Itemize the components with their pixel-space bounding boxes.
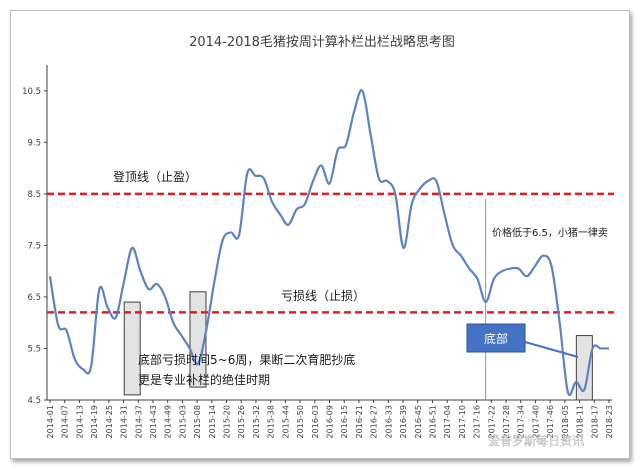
x-tick-label: 2016-27	[370, 405, 379, 438]
x-tick-label: 2017-34	[517, 405, 526, 438]
x-tick-label: 2016-45	[414, 405, 423, 438]
price-note: 价格低于6.5，小猪一律卖	[492, 226, 608, 239]
series-line	[48, 89, 609, 396]
reference-lines	[47, 192, 614, 314]
reference-label-top: 登顶线（止盈）	[113, 169, 197, 184]
y-tick-label: 9.5	[27, 138, 41, 148]
x-tick-label: 2014-43	[149, 405, 158, 438]
x-tick-label: 2014-31	[120, 405, 129, 438]
y-tick-label: 10.5	[22, 87, 41, 97]
x-tick-label: 2016-33	[384, 405, 393, 438]
bottom-badge-label: 底部	[484, 331, 508, 346]
chart-title: 2014-2018毛猪按周计算补栏出栏战略思考图	[189, 34, 455, 50]
x-tick-label: 2015-32	[252, 405, 261, 438]
y-tick-label: 6.5	[27, 293, 41, 303]
chart-frame	[10, 10, 630, 459]
x-tick-label: 2014-01	[46, 405, 55, 438]
x-tick-label: 2015-44	[281, 405, 290, 438]
watermark-logo-icon	[468, 432, 484, 448]
x-axis-ticks: 2014-01 2014-07 2014-13 2014-19 2014-25 2014-…	[46, 400, 614, 438]
highlight-boxes	[123, 291, 593, 401]
x-tick-label: 2015-26	[237, 405, 246, 438]
x-tick-label: 2014-49	[164, 405, 173, 438]
x-tick-label: 2018-05	[561, 405, 570, 438]
x-tick-label: 2015-50	[296, 405, 305, 438]
highlight-box	[123, 301, 141, 396]
x-tick-label: 2017-22	[487, 405, 496, 438]
x-tick-label: 2014-13	[75, 405, 84, 438]
highlight-box	[189, 291, 207, 388]
x-tick-label: 2018-17	[590, 405, 599, 438]
bottom-note-line1: 底部亏损时间5~6周，果断二次育肥抄底	[138, 352, 355, 367]
x-tick-label: 2017-16	[473, 405, 482, 438]
x-tick-label: 2016-51	[428, 405, 437, 438]
y-tick-label: 8.5	[27, 190, 41, 200]
x-tick-label: 2016-09	[326, 405, 335, 438]
y-tick-label: 5.5	[27, 344, 41, 354]
y-tick-label: 7.5	[27, 241, 41, 251]
watermark-text: 爱普罗斯每日资讯	[488, 433, 584, 448]
x-tick-label: 2014-37	[134, 405, 143, 438]
bottom-note-line2: 更是专业补栏的绝佳时期	[138, 372, 270, 387]
x-tick-label: 2018-23	[605, 405, 614, 438]
x-tick-label: 2018-11	[576, 405, 585, 438]
x-tick-label: 2015-14	[208, 405, 217, 438]
x-tick-label: 2016-15	[340, 405, 349, 438]
x-tick-label: 2015-20	[223, 405, 232, 438]
y-axis-ticks: 4.5 5.5 6.5 7.5 8.5 9.5 10.5	[22, 87, 47, 406]
x-tick-label: 2016-39	[399, 405, 408, 438]
bottom-badge	[466, 323, 526, 353]
x-tick-label: 2017-28	[502, 405, 511, 438]
highlight-box	[575, 335, 593, 401]
reference-label-bottom: 亏损线（止损）	[281, 289, 365, 303]
badge-pointer	[524, 341, 579, 358]
x-tick-label: 2015-03	[178, 405, 187, 438]
x-tick-label: 2016-03	[311, 405, 320, 438]
x-tick-label: 2014-07	[61, 405, 70, 438]
x-tick-label: 2015-38	[267, 405, 276, 438]
x-tick-label: 2017-04	[443, 405, 452, 438]
x-tick-label: 2016-21	[355, 405, 364, 438]
x-tick-label: 2017-10	[458, 405, 467, 438]
y-tick-label: 4.5	[27, 396, 41, 406]
x-tick-label: 2017-40	[531, 405, 540, 438]
x-tick-label: 2015-08	[193, 405, 202, 438]
watermark: 爱普罗斯每日资讯	[468, 432, 584, 448]
x-tick-label: 2014-19	[90, 405, 99, 438]
x-tick-label: 2014-25	[105, 405, 114, 438]
x-tick-label: 2017-46	[546, 405, 555, 438]
